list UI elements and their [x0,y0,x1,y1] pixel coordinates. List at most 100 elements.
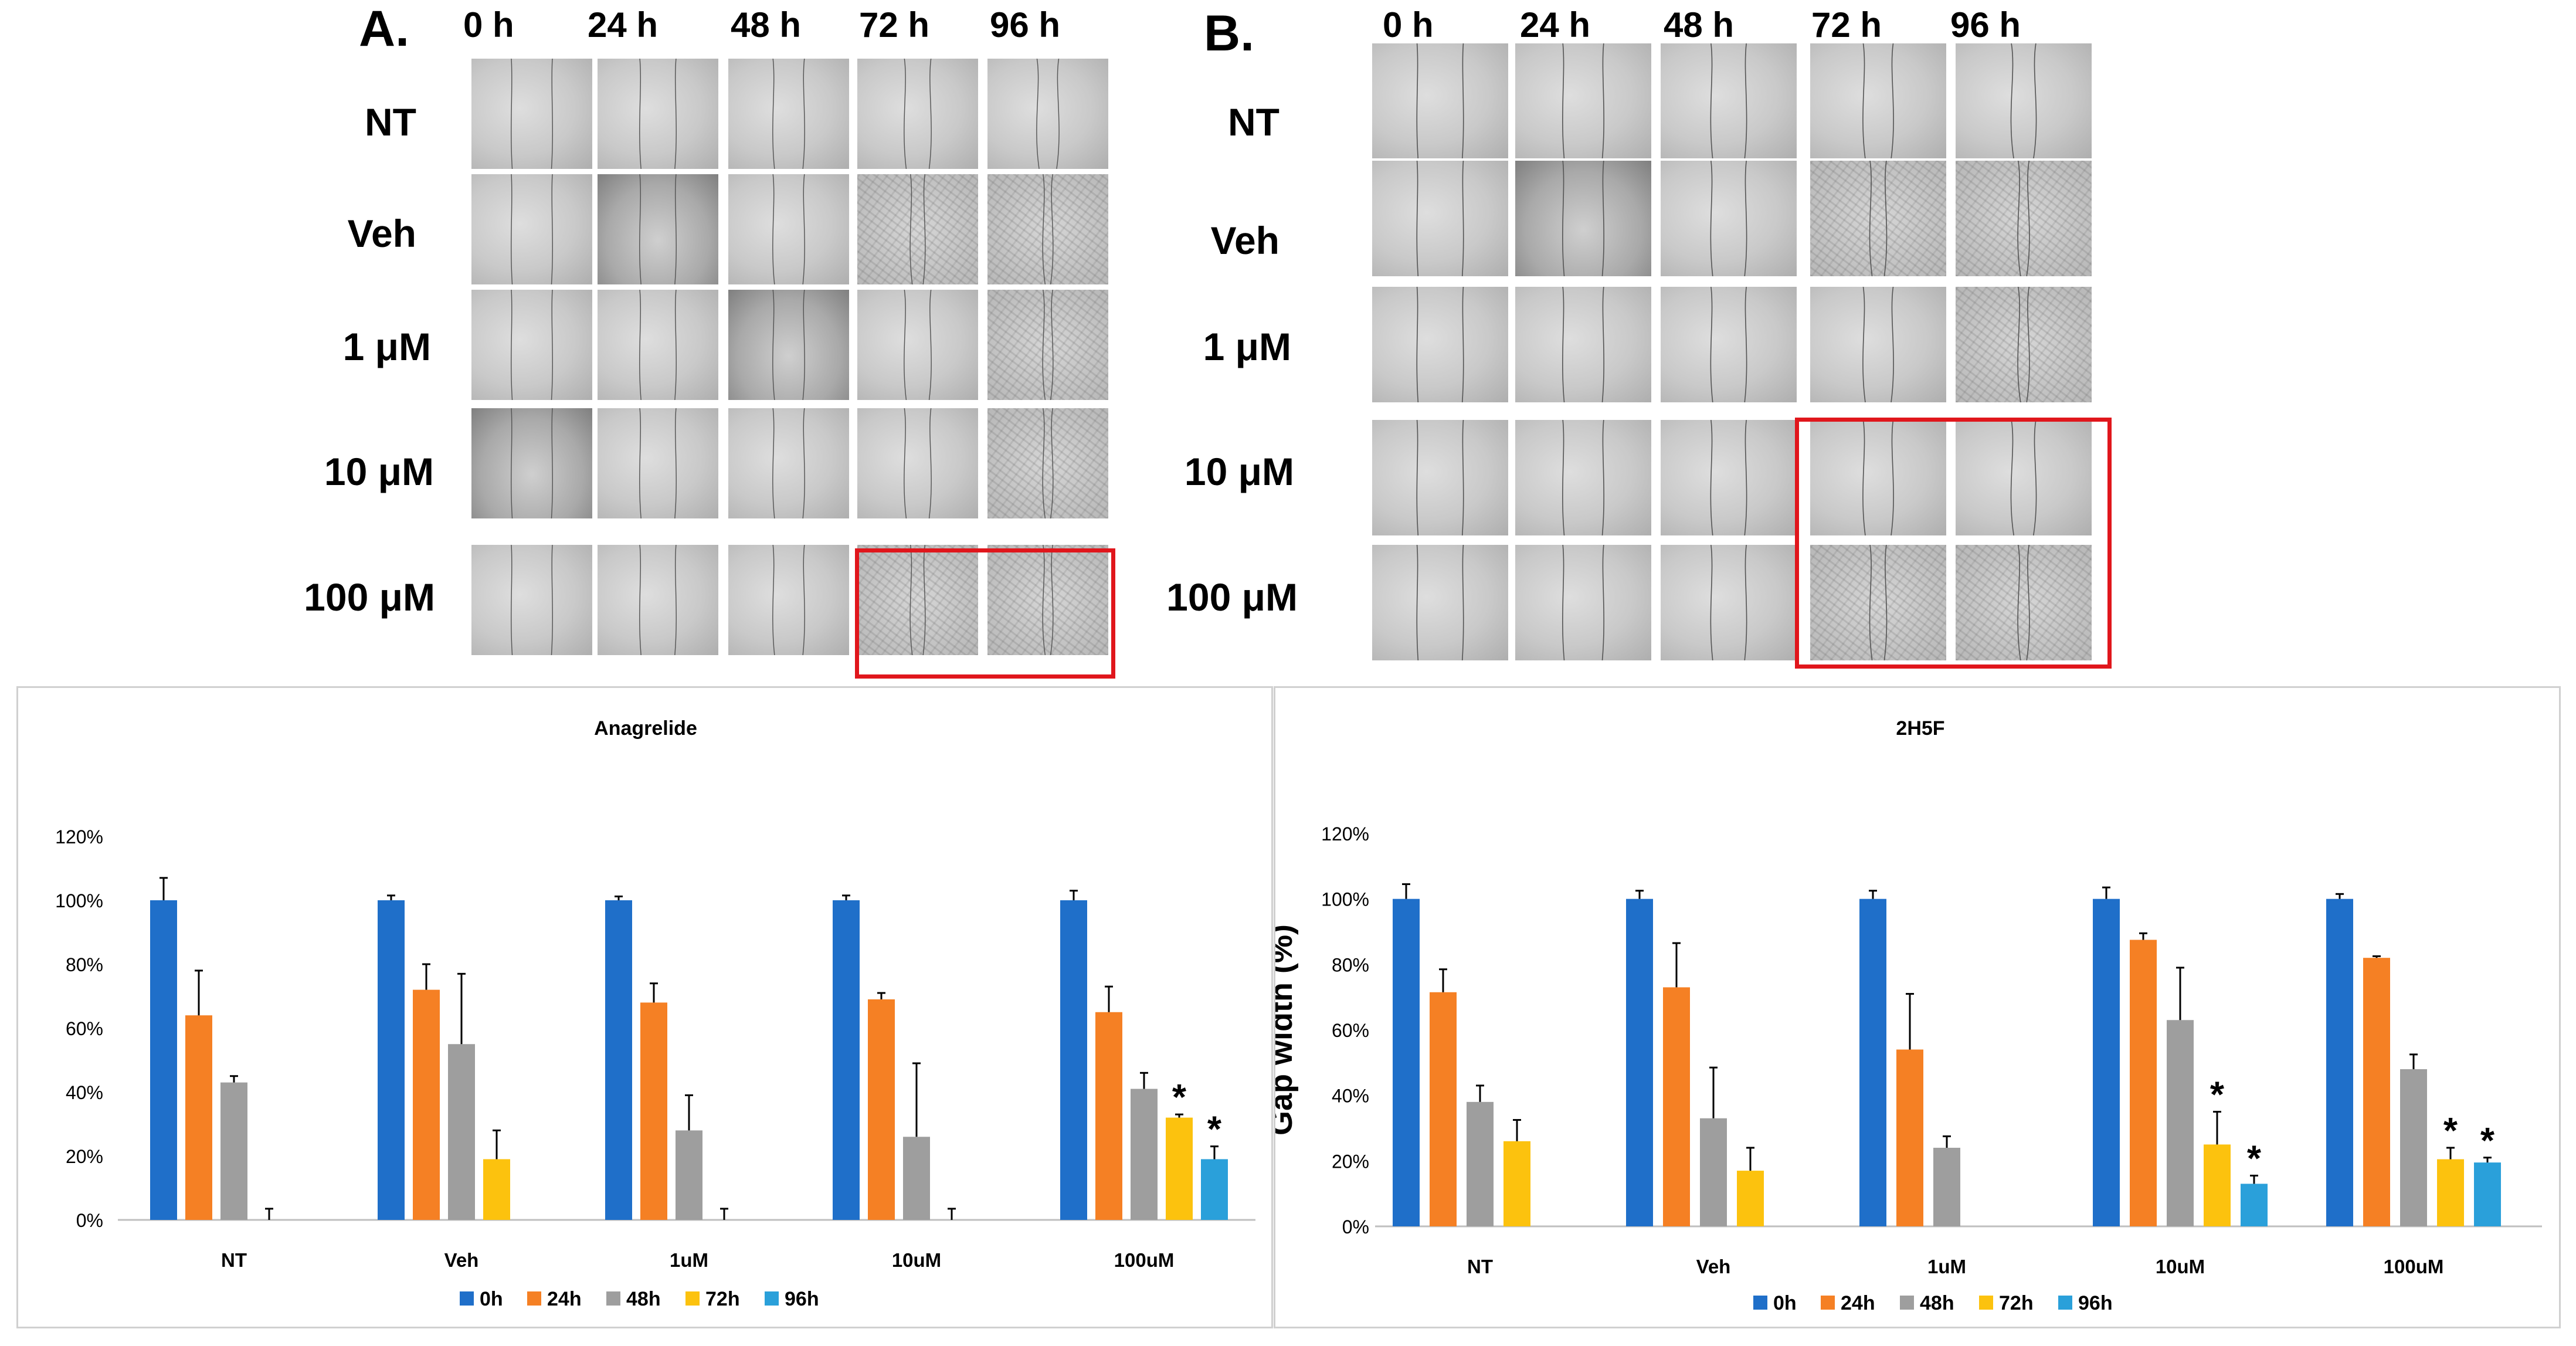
panel-b-scratch-edge [1883,161,1888,276]
panel-b-scratch-edge [1862,43,1866,159]
panel-b-scratch-edge [1601,420,1604,535]
panel-a-scratch-edge [551,545,553,655]
panel-a-micrograph-r3-c4 [855,287,980,402]
panel-b-scratch-edge [1710,545,1713,660]
chart-anagrelide-ytick-label: 40% [66,1082,103,1103]
chart-anagrelide-legend-label-0h: 0h [480,1288,503,1310]
chart-anagrelide-bar-100uM-96h [1201,1159,1228,1220]
chart-anagrelide-category-label-Veh: Veh [444,1249,479,1271]
panel-a-time-48h: 48 h [731,5,802,45]
panel-a-time-96h: 96 h [990,5,1061,45]
panel-b-micrograph-r3-c2 [1513,284,1654,405]
panel-a-micrograph-r5-c1 [469,543,595,657]
panel-a-micrograph-r1-c3 [726,56,851,171]
panel-b-scratch-edge [1461,420,1464,535]
chart-anagrelide-bar-100uM-0h [1060,900,1087,1220]
chart-2h5f-bar-10uM-96h [2241,1184,2268,1226]
chart-anagrelide-category-label-100uM: 100uM [1114,1249,1175,1271]
chart-2h5f-bar-NT-72h [1503,1141,1530,1226]
chart-2h5f-bar-NT-24h [1430,992,1457,1226]
panel-b-micrograph-r1-c2 [1513,41,1654,161]
panel-a-scratch-edge [551,174,553,284]
panel-a-letter: A. [359,1,409,57]
panel-a-micrograph-r4-c4 [855,406,980,521]
chart-anagrelide-bar-1uM-0h [605,900,632,1220]
chart-2h5f-legend-label-24h: 24h [1841,1292,1875,1314]
panel-a-scratch-edge [511,174,513,284]
panel-b-scratch-edge [2010,43,2014,159]
panel-b-scratch-edge [1562,287,1565,402]
panel-a-micrograph-r2-c1 [469,172,595,287]
chart-2h5f-legend-label-72h: 72h [1999,1292,2034,1314]
chart-anagrelide-bar-Veh-24h [413,989,440,1220]
chart-2h5f-ytick-label: 60% [1332,1020,1369,1041]
panel-b-scratch-edge [1601,43,1604,159]
panel-b-scratch-edge [1601,287,1604,402]
chart-2h5f-bar-1uM-0h [1859,899,1886,1226]
chart-anagrelide-bar-Veh-48h [448,1044,475,1220]
chart-anagrelide-ytick-label: 100% [55,890,103,911]
chart-2h5f-frame: 2H5F 0% 20% 40% 60% 80% 100% 120% Gap width (%) N… [1274,686,2561,1328]
panel-a-scratch-edge [928,59,932,169]
chart-2h5f-bar-100uM-96h [2474,1162,2501,1226]
chart-2h5f-category-label-10uM: 10uM [2156,1256,2205,1277]
panel-a-row-100um: 100 μM [304,575,435,619]
chart-anagrelide-significance-100uM-96h: * [1207,1110,1222,1150]
panel-b-scratch-edge [1562,545,1565,660]
panel-a-micrograph-r2-c5 [985,172,1111,287]
chart-2h5f-bar-100uM-0h [2326,899,2353,1226]
panel-a-scratch-edge [928,408,932,518]
panel-b-scratch-edge [1744,287,1747,402]
panel-a-time-0h: 0 h [463,5,514,45]
panel-b-micrograph-r2-c2 [1513,158,1654,279]
panel-b-micrograph-r5-c5 [1953,543,2094,663]
panel-a-scratch-edge [922,174,926,284]
panel-b-scratch-edge [1461,545,1464,660]
panel-a-micrograph-r4-c5 [985,406,1111,521]
chart-anagrelide-bar-100uM-24h [1095,1012,1122,1220]
panel-b-scratch-edge [1744,161,1747,276]
panel-b-scratch-edge [1710,420,1713,535]
chart-anagrelide-category-label-10uM: 10uM [892,1249,941,1271]
panel-b-time-24h: 24 h [1520,5,1591,45]
panel-b-micrograph-r4-c1 [1370,418,1511,538]
chart-2h5f-category-label-Veh: Veh [1696,1256,1731,1277]
panel-b-row-nt: NT [1228,100,1279,144]
panel-b-letter: B. [1204,5,1254,62]
panel-b-scratch-edge [1416,43,1419,159]
panel-b-time-48h: 48 h [1664,5,1735,45]
chart-2h5f-ytick-label: 20% [1332,1151,1369,1172]
panel-a-highlight-box [855,548,1115,679]
panel-b-scratch-edge [1891,420,1894,535]
chart-anagrelide-legend-swatch-96h [765,1291,779,1306]
panel-a-row-1um: 1 μM [342,325,431,368]
panel-a-micrograph-r3-c5 [985,287,1111,402]
panel-b-scratch-edge [1891,43,1894,159]
chart-2h5f-bar-NT-48h [1467,1101,1494,1226]
chart-anagrelide-frame: Anagrelide 0% 20% 40% 60% 80% 100% 120% NT Veh 1uM… [16,686,1273,1328]
panel-a-scratch-edge [802,408,805,518]
chart-2h5f-bar-Veh-48h [1700,1118,1727,1226]
chart-anagrelide-bar-1uM-24h [640,1002,667,1220]
panel-a-scratch-edge [674,545,677,655]
chart-2h5f-bar-NT-0h [1393,899,1420,1226]
panel-b-scratch-edge [1562,420,1565,535]
panel-a-scratch-edge [1050,545,1054,655]
panel-a-scratch-edge [904,408,907,518]
chart-anagrelide-bar-10uM-24h [868,999,895,1220]
panel-b-scratch-edge [1562,43,1565,159]
panel-a-micrograph-r2-c4 [855,172,980,287]
panel-a-scratch-edge [904,59,907,169]
panel-b-time-0h: 0 h [1383,5,1434,45]
panel-a-time-24h: 24 h [588,5,659,45]
panel-b-scratch-edge [2026,287,2030,402]
panel-a-scratch-edge [1056,59,1060,169]
panel-a-scratch-edge [1050,174,1054,284]
panel-a-scratch-edge [1036,59,1040,169]
panel-a-scratch-edge [511,408,513,518]
chart-2h5f-title: 2H5F [1896,717,1944,740]
panel-b-scratch-edge [2010,420,2014,535]
chart-anagrelide: Anagrelide 0% 20% 40% 60% 80% 100% 120% NT Veh 1uM… [55,717,1255,1310]
panel-b-micrograph-r2-c1 [1370,158,1511,279]
panel-a-scratch-edge [922,545,926,655]
